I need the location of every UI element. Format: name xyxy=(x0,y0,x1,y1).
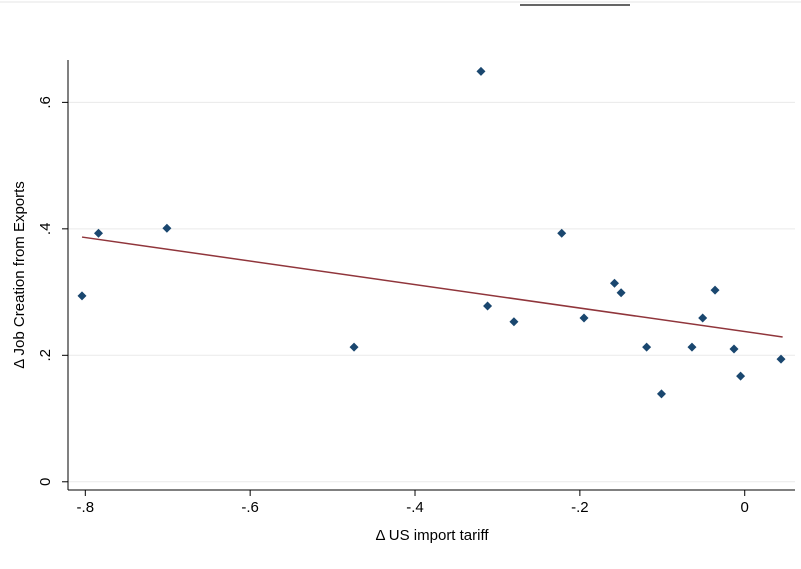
point xyxy=(609,278,619,288)
point xyxy=(162,223,172,233)
fit-line xyxy=(81,236,783,338)
point xyxy=(77,291,87,301)
y-axis-label: Δ Job Creation from Exports xyxy=(11,181,28,369)
point xyxy=(656,389,666,399)
point xyxy=(616,288,626,298)
y-tick-label: 0 xyxy=(37,478,54,486)
x-tick-label: -.4 xyxy=(406,499,424,516)
point xyxy=(93,228,103,238)
point xyxy=(483,301,493,311)
y-tick-label: .4 xyxy=(37,223,54,236)
y-tick-label: .2 xyxy=(37,349,54,362)
y-tick-label: .6 xyxy=(37,96,54,109)
point xyxy=(557,228,567,238)
x-tick-label: -.2 xyxy=(571,499,589,516)
point xyxy=(687,342,697,352)
point xyxy=(736,371,746,381)
point xyxy=(509,317,519,327)
point xyxy=(349,342,359,352)
point xyxy=(698,313,708,323)
point xyxy=(729,344,739,354)
point xyxy=(710,285,720,295)
point xyxy=(776,354,786,364)
point xyxy=(579,313,589,323)
x-tick-label: -.8 xyxy=(77,499,95,516)
x-tick-label: 0 xyxy=(741,499,749,516)
x-axis-label: Δ US import tariff xyxy=(375,527,489,544)
x-tick-label: -.6 xyxy=(241,499,259,516)
point xyxy=(642,342,652,352)
point xyxy=(476,66,486,76)
